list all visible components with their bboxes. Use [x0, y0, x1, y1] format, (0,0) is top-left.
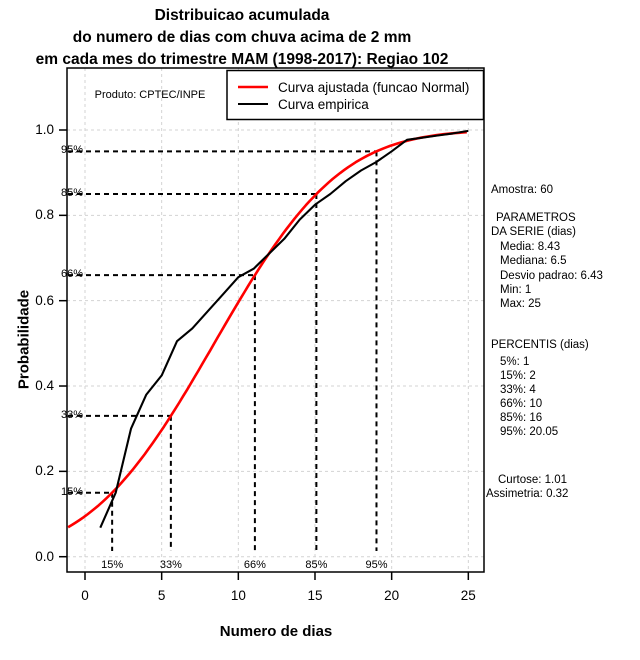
percent-label-bottom: 15%	[101, 559, 124, 571]
legend-label-fitted: Curva ajustada (funcao Normal)	[278, 80, 470, 95]
panel-p5: 5%: 1	[500, 356, 530, 368]
panel-mediana: Mediana: 6.5	[500, 255, 567, 267]
x-tick-label: 5	[157, 588, 166, 603]
percent-label-bottom: 95%	[365, 559, 388, 571]
panel-assimetria: Assimetria: 0.32	[486, 488, 569, 500]
panel-parametros1: PARAMETROS	[496, 212, 576, 224]
legend-label-empirical: Curva empirica	[278, 97, 369, 112]
panel-min: Min: 1	[500, 284, 532, 296]
percent-label-bottom: 66%	[243, 559, 266, 571]
percent-label-bottom: 33%	[159, 559, 182, 571]
panel-amostra: Amostra: 60	[491, 184, 553, 196]
percent-label-left: 85%	[60, 187, 83, 199]
y-tick-label: 0.2	[35, 463, 54, 479]
percent-label-left: 33%	[60, 408, 83, 421]
panel-p15: 15%: 2	[500, 370, 536, 382]
chart-title-line3: em cada mes do trimestre MAM (1998-2017)…	[35, 51, 449, 68]
empirical-curve	[99, 129, 469, 529]
panel-parametros2: DA SERIE (dias)	[491, 226, 576, 238]
panel-curtose: Curtose: 1.01	[498, 474, 568, 486]
y-tick-label: 1.0	[35, 122, 54, 137]
x-tick-label: 20	[384, 588, 400, 603]
percent-label-left: 15%	[60, 485, 83, 498]
panel-p66: 66%: 10	[500, 398, 543, 410]
y-tick-label: 0.0	[35, 548, 54, 564]
panel-media: Media: 8.43	[500, 241, 561, 253]
panel-p85: 85%: 16	[500, 412, 543, 424]
panel-desvio: Desvio padrao: 6.43	[500, 270, 603, 282]
x-tick-label: 10	[230, 588, 246, 603]
panel-p33: 33%: 4	[500, 384, 536, 396]
x-tick-label: 25	[460, 588, 476, 603]
fitted-curve	[67, 130, 467, 529]
y-tick-label: 0.8	[35, 207, 54, 223]
chart-title: Distribuicao acumulada do numero de dias…	[0, 5, 484, 71]
plot-border	[66, 67, 485, 573]
producer-watermark: Produto: CPTEC/INPE	[94, 89, 206, 101]
percent-label-bottom: 85%	[305, 559, 328, 571]
percent-label-left: 66%	[60, 268, 83, 281]
x-tick-label: 0	[81, 588, 89, 603]
x-axis-label: Numero de dias	[219, 623, 333, 640]
y-tick-label: 0.4	[35, 378, 54, 394]
percent-label-left: 95%	[60, 144, 83, 157]
panel-p95: 95%: 20.05	[500, 426, 559, 438]
y-tick-label: 0.6	[35, 292, 54, 308]
panel-max: Max: 25	[500, 298, 541, 310]
legend-box	[226, 69, 485, 121]
panel-percentis-title: PERCENTIS (dias)	[491, 339, 589, 351]
x-tick-label: 15	[307, 588, 323, 603]
chart-title-line1: Distribuicao acumulada	[154, 7, 330, 24]
chart-title-line2: do numero de dias com chuva acima de 2 m…	[72, 29, 412, 46]
